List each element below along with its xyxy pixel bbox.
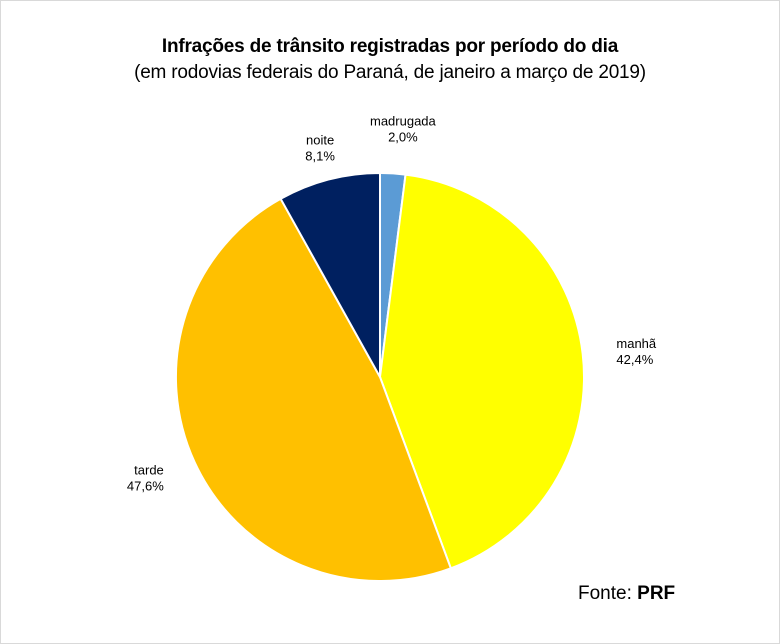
slice-label-tarde: tarde 47,6% xyxy=(127,463,164,494)
slice-category-name: noite xyxy=(306,133,334,148)
pie-slice-tarde xyxy=(175,197,452,583)
slice-label-manha: manhã 42,4% xyxy=(616,336,657,367)
slice-value-label: 8,1% xyxy=(305,149,335,164)
pie-slice-manha xyxy=(379,173,585,570)
slice-value-label: 47,6% xyxy=(127,479,164,494)
slice-value-label: 42,4% xyxy=(616,352,653,367)
slice-category-name: tarde xyxy=(134,463,164,478)
source-prefix: Fonte: xyxy=(578,583,638,604)
source-note: Fonte: PRF xyxy=(578,583,675,605)
slice-label-noite: noite 8,1% xyxy=(305,133,335,164)
chart-subtitle: (em rodovias federais do Paraná, de jane… xyxy=(134,62,646,83)
slice-label-madrugada: madrugada 2,0% xyxy=(370,114,437,145)
slice-value-label: 2,0% xyxy=(388,130,418,145)
pie-slice-noite xyxy=(279,172,381,378)
slice-category-name: manhã xyxy=(616,336,657,351)
source-name: PRF xyxy=(637,583,676,604)
chart-title: Infrações de trânsito registradas por pe… xyxy=(161,36,619,57)
slice-category-name: madrugada xyxy=(370,114,437,129)
